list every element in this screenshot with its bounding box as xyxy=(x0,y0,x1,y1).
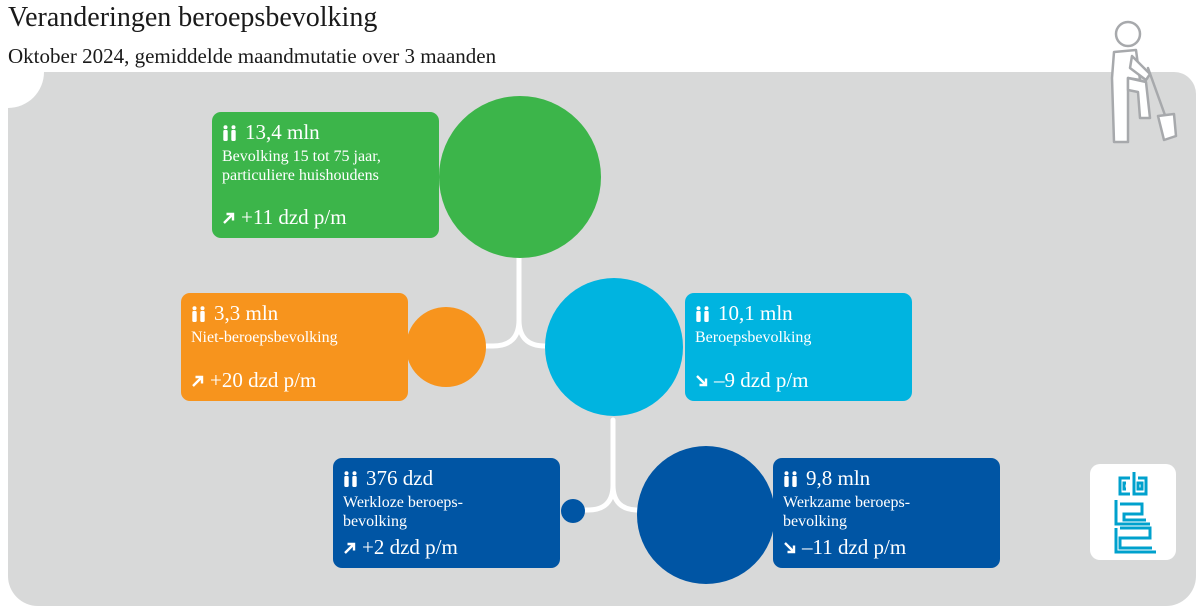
page-subtitle: Oktober 2024, gemiddelde maandmutatie ov… xyxy=(8,44,497,68)
circle-total xyxy=(439,96,601,258)
people-icon xyxy=(344,470,357,487)
connector-total-split xyxy=(483,255,551,349)
label-total: Bevolking 15 tot 75 jaar, particuliere h… xyxy=(222,148,381,184)
connector-labour-split xyxy=(582,417,643,513)
change-employed: –11 dzd p/m xyxy=(802,535,907,559)
label-labour-force: Beroepsbevolking xyxy=(695,329,812,346)
value-total: 13,4 mln xyxy=(245,120,320,144)
cbs-logo xyxy=(1090,464,1176,560)
people-icon xyxy=(784,470,797,487)
card-total-population: 13,4 mln Bevolking 15 tot 75 jaar, parti… xyxy=(212,112,439,238)
people-icon xyxy=(223,124,236,141)
circle-inactive xyxy=(406,307,486,387)
card-labour-force: 10,1 mln Beroepsbevolking –9 dzd p/m xyxy=(685,293,912,401)
circle-employed xyxy=(637,446,775,584)
arrow-down-right-icon xyxy=(696,374,708,386)
card-employed: 9,8 mln Werkzame beroeps- bevolking –11 … xyxy=(773,458,1000,568)
people-icon xyxy=(696,305,709,322)
card-non-labour-force: 3,3 mln Niet-beroepsbevolking +20 dzd p/… xyxy=(181,293,408,401)
value-employed: 9,8 mln xyxy=(806,466,871,490)
worker-shovel-icon xyxy=(1110,20,1178,144)
arrow-down-right-icon xyxy=(784,541,796,553)
circle-unemployed xyxy=(561,499,585,523)
cbs-logo-mark xyxy=(1114,472,1156,554)
arrow-up-right-icon xyxy=(344,542,356,554)
arrow-up-right-icon xyxy=(192,375,204,387)
change-unemployed: +2 dzd p/m xyxy=(362,535,458,559)
change-inactive: +20 dzd p/m xyxy=(210,368,317,392)
value-labour-force: 10,1 mln xyxy=(718,301,793,325)
change-total: +11 dzd p/m xyxy=(241,205,347,229)
page-title: Veranderingen beroepsbevolking xyxy=(8,2,378,33)
value-unemployed: 376 dzd xyxy=(366,466,434,490)
label-unemployed: Werkloze beroeps- bevolking xyxy=(343,494,463,530)
people-icon xyxy=(192,305,205,322)
card-unemployed: 376 dzd Werkloze beroeps- bevolking +2 d… xyxy=(333,458,560,568)
label-employed: Werkzame beroeps- bevolking xyxy=(783,494,911,530)
change-labour-force: –9 dzd p/m xyxy=(714,368,809,392)
circle-labour-force xyxy=(545,278,683,416)
value-inactive: 3,3 mln xyxy=(214,301,279,325)
arrow-up-right-icon xyxy=(223,212,235,224)
label-inactive: Niet-beroepsbevolking xyxy=(191,329,338,346)
